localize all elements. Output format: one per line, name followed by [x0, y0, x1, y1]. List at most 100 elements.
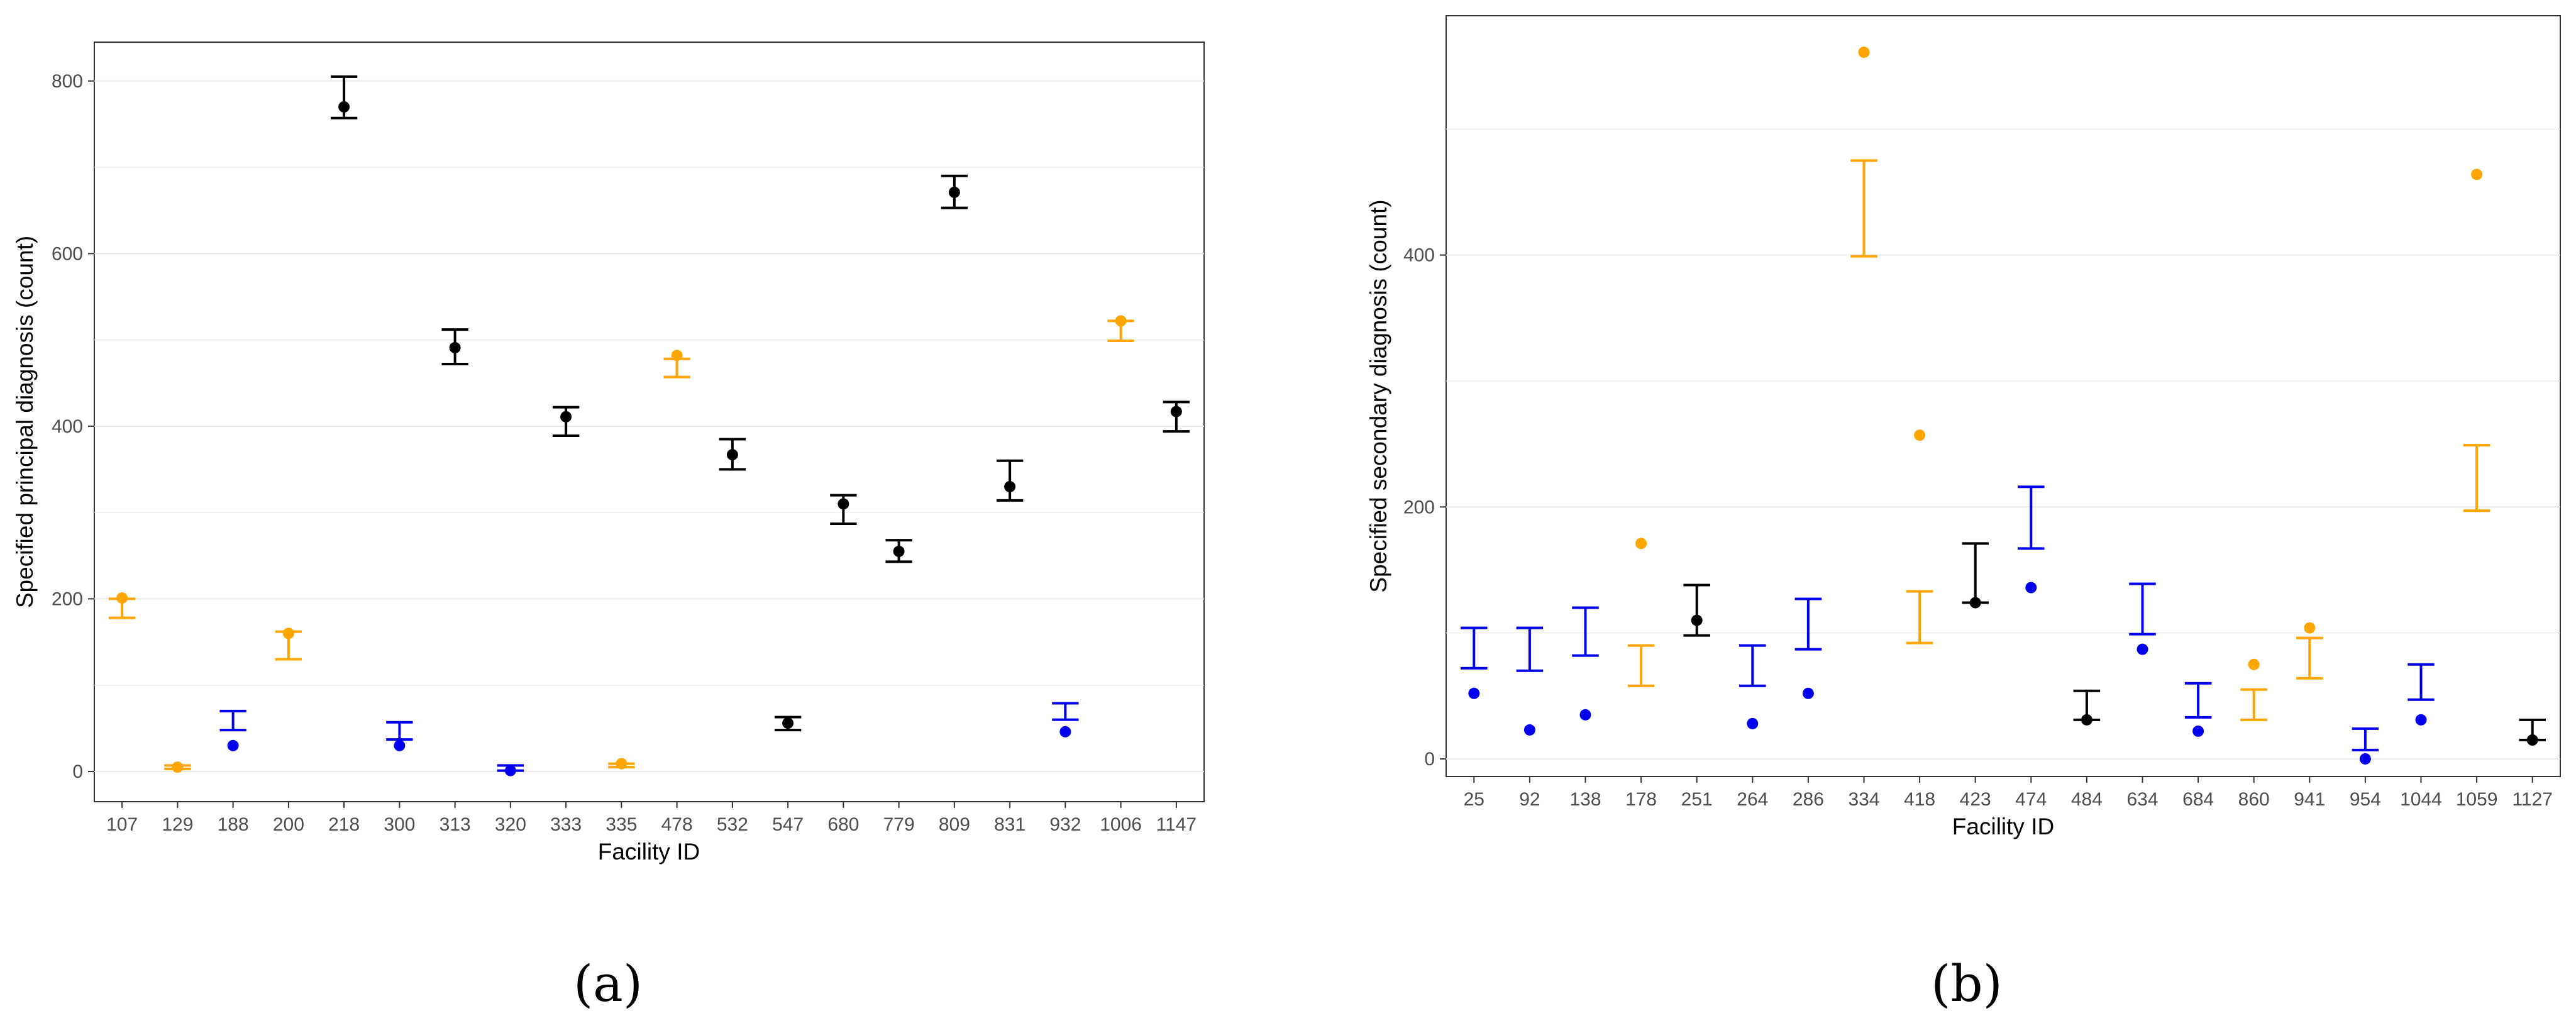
- facility-941-mark: [2296, 622, 2323, 680]
- facility-684-mark: [2184, 682, 2212, 737]
- x-tick-label: 333: [550, 814, 582, 835]
- facility-300-mark: [386, 721, 413, 751]
- data-point: [449, 341, 461, 353]
- x-tick-label: 320: [495, 814, 526, 835]
- data-point: [1802, 687, 1814, 699]
- data-point: [2025, 582, 2037, 594]
- panel-b-chart: 0 200 400 25 92 138 178 251 264 286 334 418 423 474 4…: [1366, 15, 2561, 1013]
- facility-92-mark: [1516, 626, 1544, 736]
- y-tick-label: 200: [1403, 497, 1435, 517]
- x-tick-label: 484: [2071, 789, 2103, 810]
- data-point: [2526, 734, 2538, 746]
- data-point: [1691, 614, 1703, 626]
- facility-1127-mark: [2519, 718, 2546, 746]
- x-tick-label: 1059: [2456, 789, 2498, 810]
- panel-a-gridlines: [94, 80, 1204, 772]
- x-tick-label: 286: [1793, 789, 1824, 810]
- facility-1006-mark: [1107, 315, 1134, 342]
- x-tick-label: 313: [439, 814, 471, 835]
- x-tick-label: 423: [1960, 789, 1991, 810]
- x-tick-label: 129: [162, 814, 193, 835]
- facility-954-mark: [2352, 727, 2379, 765]
- panel-a-data-marks: [108, 75, 1190, 777]
- data-point: [116, 592, 128, 604]
- facility-478-mark: [663, 350, 690, 379]
- facility-188-mark: [219, 709, 246, 751]
- facility-1044-mark: [2407, 663, 2435, 726]
- data-point: [1747, 717, 1759, 729]
- facility-809-mark: [941, 174, 968, 209]
- y-tick-label: 200: [52, 589, 83, 609]
- data-point: [2359, 753, 2371, 765]
- facility-129-mark: [164, 761, 191, 773]
- y-tick-label: 0: [72, 761, 83, 782]
- panel-a-chart: 0 200 400 600 800 107 129 188 200 218 300 313 320 33…: [12, 41, 1205, 1013]
- data-point: [1523, 724, 1535, 736]
- data-point: [2304, 622, 2316, 634]
- facility-286-mark: [1794, 597, 1822, 699]
- x-tick-label: 478: [661, 814, 693, 835]
- data-point: [1858, 47, 1870, 58]
- facility-320-mark: [497, 764, 524, 777]
- x-tick-label: 300: [384, 814, 415, 835]
- x-tick-label: 251: [1681, 789, 1713, 810]
- data-point: [338, 101, 350, 113]
- x-tick-label: 1006: [1100, 814, 1142, 835]
- x-tick-label: 954: [2350, 789, 2381, 810]
- panel-b-x-axis-ticks: 25 92 138 178 251 264 286 334 418 423 474 484 634 684…: [1464, 777, 2553, 810]
- panel-a-y-axis-title: Specified principal diagnosis (count): [12, 236, 38, 608]
- x-tick-label: 188: [218, 814, 249, 835]
- x-tick-label: 1147: [1156, 814, 1197, 835]
- facility-831-mark: [996, 459, 1024, 502]
- data-point: [1004, 480, 1016, 492]
- x-tick-label: 335: [605, 814, 637, 835]
- facility-218-mark: [330, 75, 358, 119]
- data-point: [1468, 687, 1480, 699]
- data-point: [1969, 597, 1981, 609]
- facility-1147-mark: [1163, 401, 1190, 433]
- facility-680-mark: [830, 494, 857, 525]
- data-point: [671, 350, 683, 362]
- data-point: [837, 498, 849, 510]
- panel-a-plot-area: [94, 41, 1205, 802]
- panel-b-y-axis-title: Specified secondary diagnosis (count): [1366, 199, 1391, 592]
- x-tick-label: 418: [1904, 789, 1935, 810]
- x-tick-label: 92: [1519, 789, 1540, 810]
- panel-b-y-axis-ticks: 0 200 400: [1403, 245, 1446, 770]
- x-tick-label: 680: [827, 814, 859, 835]
- facility-178-mark: [1627, 538, 1655, 687]
- x-tick-label: 218: [328, 814, 360, 835]
- panel-b-data-marks: [1461, 47, 2546, 765]
- panel-a-x-axis-ticks: 107 129 188 200 218 300 313 320 333 335 478 532 547 6…: [106, 802, 1197, 835]
- data-point: [1170, 406, 1182, 417]
- x-tick-label: 264: [1737, 789, 1768, 810]
- data-point: [504, 765, 516, 777]
- facility-335-mark: [608, 758, 635, 770]
- facility-200-mark: [275, 628, 302, 661]
- facility-860-mark: [2240, 658, 2267, 721]
- x-tick-label: 809: [939, 814, 970, 835]
- panel-b-plot-area: [1446, 15, 2561, 777]
- y-tick-label: 400: [52, 416, 83, 437]
- facility-264-mark: [1739, 644, 1766, 729]
- panel-b-gridlines: [1446, 128, 2560, 760]
- data-point: [1914, 429, 1926, 441]
- data-point: [1579, 709, 1591, 721]
- y-tick-label: 0: [1424, 749, 1435, 770]
- x-tick-label: 200: [273, 814, 304, 835]
- data-point: [2248, 658, 2260, 670]
- data-point: [1059, 726, 1071, 738]
- x-tick-label: 334: [1848, 789, 1879, 810]
- x-tick-label: 831: [994, 814, 1025, 835]
- x-tick-label: 941: [2294, 789, 2325, 810]
- facility-634-mark: [2129, 582, 2156, 655]
- data-point: [2192, 725, 2204, 737]
- facility-932-mark: [1052, 702, 1079, 738]
- x-tick-label: 779: [883, 814, 915, 835]
- data-point: [1115, 315, 1127, 327]
- facility-334-mark: [1850, 47, 1877, 258]
- panel-b-x-axis-title: Facility ID: [1952, 814, 2054, 839]
- y-tick-label: 400: [1403, 245, 1435, 266]
- data-point: [893, 545, 905, 557]
